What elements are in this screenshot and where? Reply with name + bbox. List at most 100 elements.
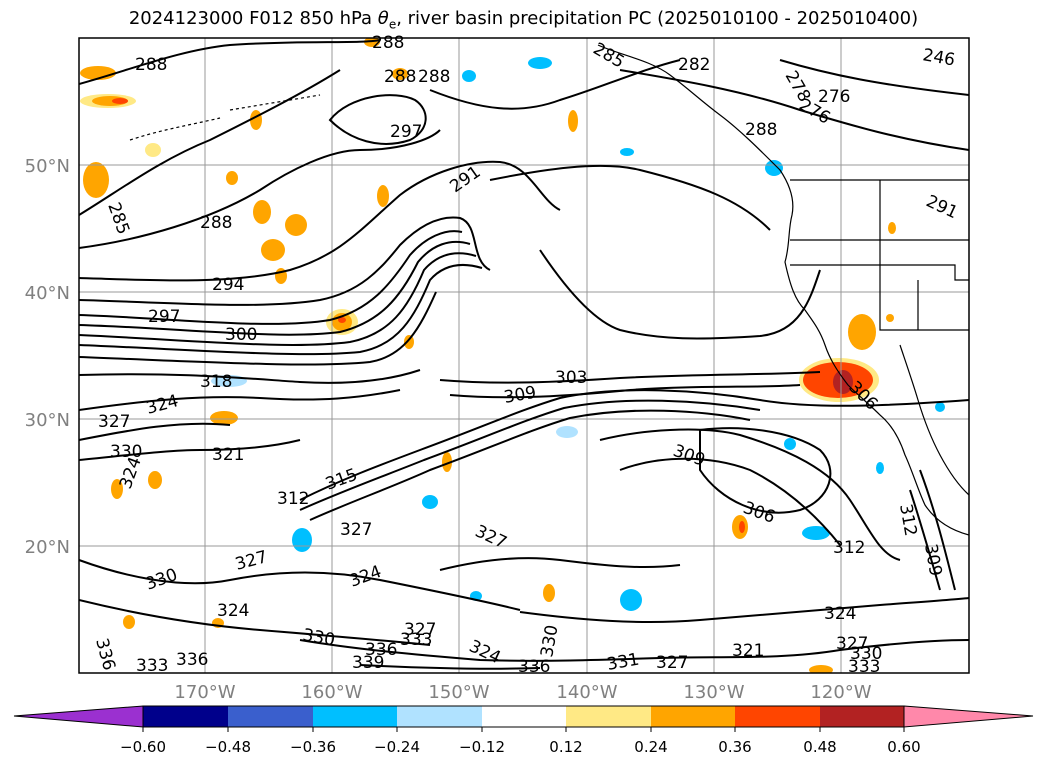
contour-label: 321 — [212, 445, 244, 465]
colorbar-segment — [143, 706, 228, 727]
title-prefix: 2024123000 F012 850 hPa — [128, 8, 378, 29]
longitude-labels: 170°W 160°W 150°W 140°W 130°W 120°W — [174, 682, 871, 703]
precip-blob — [145, 143, 161, 157]
contour-line — [79, 389, 401, 411]
precip-blob — [226, 171, 238, 185]
precip-blob — [935, 402, 945, 412]
precip-blob — [392, 68, 408, 80]
contour-line — [79, 439, 301, 461]
contour-label: 288 — [372, 33, 404, 53]
contour-line — [79, 69, 341, 216]
contour-line — [489, 164, 771, 231]
colorbar-tick-label: 0.12 — [549, 738, 582, 756]
precip-blob — [543, 584, 555, 602]
contour-label: 333 — [848, 657, 880, 677]
contour-line — [359, 664, 541, 670]
precip-blob — [886, 314, 894, 322]
lat-label: 50°N — [25, 156, 70, 177]
contour-label: 318 — [200, 372, 232, 392]
precip-blob — [422, 495, 438, 509]
precip-blob — [528, 57, 552, 69]
colorbar-tick-label: 0.60 — [887, 738, 920, 756]
precip-blob — [809, 665, 833, 673]
contour-label: 312 — [277, 489, 309, 509]
precip-blob — [292, 528, 312, 552]
contour-label: 336 — [176, 650, 208, 670]
lon-label: 160°W — [301, 682, 362, 703]
precip-blob — [462, 70, 476, 82]
contour-line — [79, 216, 491, 306]
contour-line — [79, 369, 421, 384]
contour-label: 333 — [400, 630, 432, 650]
colorbar-overflow — [903, 705, 1034, 728]
title-suffix: , river basin precipitation PC (20250101… — [396, 8, 919, 29]
precip-blob — [123, 615, 135, 629]
contour-line — [909, 489, 941, 591]
contour-line — [309, 409, 751, 521]
colorbar-segment — [397, 706, 482, 727]
contour-line — [619, 457, 841, 546]
graticule — [79, 38, 969, 673]
contour-label: 276 — [818, 87, 850, 107]
baja-coast — [899, 344, 969, 496]
precip-blob — [112, 98, 128, 104]
contour-label: 327 — [340, 520, 372, 540]
contour-label: 333 — [136, 656, 168, 676]
map-area — [79, 38, 969, 673]
contour-label: 327 — [656, 653, 688, 673]
contour-line — [519, 597, 969, 623]
map-frame — [78, 37, 970, 674]
contour-label: 336 — [365, 640, 397, 660]
contour-line — [79, 129, 441, 249]
contour-line — [439, 371, 821, 384]
contour-line — [79, 422, 231, 441]
precip-blob — [833, 370, 853, 394]
contour-line — [79, 599, 431, 646]
contour-line — [79, 160, 561, 282]
contour-label: 339 — [352, 653, 384, 673]
state-borders — [879, 180, 969, 331]
contour-label: 336 — [518, 657, 550, 677]
colorbar-tick-label: 0.36 — [718, 738, 751, 756]
contour-label: 288 — [745, 120, 777, 140]
colorbar: −0.60 −0.48 −0.36 −0.24 −0.12 0.12 0.24 … — [13, 705, 1034, 756]
contour-label: 327 — [404, 620, 436, 640]
contour-label: 288 — [200, 213, 232, 233]
colorbar-segment — [482, 706, 566, 727]
lon-label: 120°W — [810, 682, 871, 703]
contour-label: 300 — [225, 325, 257, 345]
contour-label: 321 — [732, 641, 764, 661]
contour-line — [699, 427, 832, 514]
colorbar-segment — [313, 706, 397, 727]
contour-line — [299, 399, 761, 511]
precip-blob — [784, 438, 796, 450]
colorbar-frame — [142, 705, 905, 728]
precip-blob — [739, 521, 745, 533]
latitude-labels: 50°N 40°N 30°N 20°N — [25, 156, 70, 558]
precip-blob — [848, 314, 876, 350]
precip-blob — [253, 200, 271, 224]
precip-blob — [620, 589, 642, 611]
precip-blob — [338, 317, 346, 323]
precip-blob — [210, 411, 238, 425]
precip-blob — [285, 214, 307, 236]
precip-blob — [568, 110, 578, 132]
contour-label: 288 — [418, 67, 450, 87]
theta-subscript: e — [388, 17, 397, 32]
state-border — [790, 264, 969, 281]
contour-label: 330 — [850, 644, 882, 664]
contour-label: 288 — [135, 55, 167, 75]
contour-label: 327 — [836, 634, 868, 654]
contour-label: 312 — [833, 538, 865, 558]
chart-title: 2024123000 F012 850 hPa θe, river basin … — [0, 8, 1047, 32]
colorbar-segment — [228, 706, 313, 727]
contour-line — [449, 384, 801, 399]
precip-blob — [620, 148, 634, 156]
colorbar-tick-label: −0.48 — [205, 738, 251, 756]
precip-blob — [261, 239, 285, 261]
colorbar-segment — [566, 706, 651, 727]
contour-line — [439, 557, 681, 571]
colorbar-segment — [820, 706, 904, 727]
contour-line — [79, 230, 463, 325]
